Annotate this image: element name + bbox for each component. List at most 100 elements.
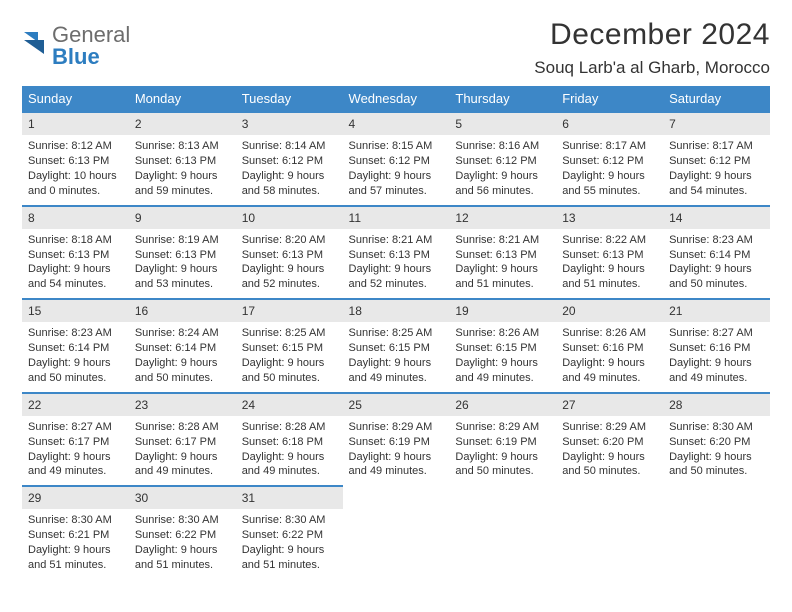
day-details: Sunrise: 8:21 AMSunset: 6:13 PMDaylight:… [449,229,556,298]
day-details: Sunrise: 8:23 AMSunset: 6:14 PMDaylight:… [663,229,770,298]
calendar-day-cell: 27Sunrise: 8:29 AMSunset: 6:20 PMDayligh… [556,392,663,486]
day-number: 24 [236,392,343,416]
calendar-day-cell: 3Sunrise: 8:14 AMSunset: 6:12 PMDaylight… [236,111,343,205]
day-details: Sunrise: 8:14 AMSunset: 6:12 PMDaylight:… [236,135,343,204]
sunset-text: Sunset: 6:13 PM [455,248,550,263]
sunset-text: Sunset: 6:14 PM [669,248,764,263]
brand-text-blue: Blue [52,44,100,69]
calendar-day-cell: 24Sunrise: 8:28 AMSunset: 6:18 PMDayligh… [236,392,343,486]
day-number: 14 [663,205,770,229]
calendar-day-cell: 16Sunrise: 8:24 AMSunset: 6:14 PMDayligh… [129,298,236,392]
daylight-text: Daylight: 9 hours and 59 minutes. [135,169,230,199]
calendar-day-cell: 1Sunrise: 8:12 AMSunset: 6:13 PMDaylight… [22,111,129,205]
day-header: Saturday [663,86,770,111]
daylight-text: Daylight: 9 hours and 51 minutes. [28,543,123,573]
logo-mark-icon [24,26,50,67]
sunset-text: Sunset: 6:13 PM [135,248,230,263]
day-number: 15 [22,298,129,322]
daylight-text: Daylight: 9 hours and 49 minutes. [242,450,337,480]
day-details: Sunrise: 8:20 AMSunset: 6:13 PMDaylight:… [236,229,343,298]
daylight-text: Daylight: 9 hours and 56 minutes. [455,169,550,199]
daylight-text: Daylight: 9 hours and 51 minutes. [455,262,550,292]
day-details: Sunrise: 8:30 AMSunset: 6:22 PMDaylight:… [129,509,236,578]
day-details: Sunrise: 8:17 AMSunset: 6:12 PMDaylight:… [556,135,663,204]
day-header: Sunday [22,86,129,111]
calendar-day-cell [343,485,450,579]
month-title: December 2024 [534,18,770,52]
day-header: Thursday [449,86,556,111]
sunrise-text: Sunrise: 8:26 AM [455,326,550,341]
sunset-text: Sunset: 6:14 PM [135,341,230,356]
day-details: Sunrise: 8:29 AMSunset: 6:19 PMDaylight:… [449,416,556,485]
day-header: Monday [129,86,236,111]
sunrise-text: Sunrise: 8:30 AM [669,420,764,435]
sunset-text: Sunset: 6:12 PM [669,154,764,169]
day-details: Sunrise: 8:15 AMSunset: 6:12 PMDaylight:… [343,135,450,204]
day-details: Sunrise: 8:13 AMSunset: 6:13 PMDaylight:… [129,135,236,204]
day-number: 8 [22,205,129,229]
day-details: Sunrise: 8:21 AMSunset: 6:13 PMDaylight:… [343,229,450,298]
day-details: Sunrise: 8:25 AMSunset: 6:15 PMDaylight:… [343,322,450,391]
sunset-text: Sunset: 6:20 PM [562,435,657,450]
day-details: Sunrise: 8:22 AMSunset: 6:13 PMDaylight:… [556,229,663,298]
day-details: Sunrise: 8:26 AMSunset: 6:15 PMDaylight:… [449,322,556,391]
sunrise-text: Sunrise: 8:26 AM [562,326,657,341]
day-details: Sunrise: 8:28 AMSunset: 6:17 PMDaylight:… [129,416,236,485]
sunrise-text: Sunrise: 8:21 AM [455,233,550,248]
day-number: 4 [343,111,450,135]
daylight-text: Daylight: 9 hours and 51 minutes. [562,262,657,292]
calendar-day-cell: 20Sunrise: 8:26 AMSunset: 6:16 PMDayligh… [556,298,663,392]
day-number: 28 [663,392,770,416]
sunrise-text: Sunrise: 8:29 AM [349,420,444,435]
calendar-day-cell: 5Sunrise: 8:16 AMSunset: 6:12 PMDaylight… [449,111,556,205]
day-header-row: Sunday Monday Tuesday Wednesday Thursday… [22,86,770,111]
daylight-text: Daylight: 9 hours and 50 minutes. [455,450,550,480]
daylight-text: Daylight: 9 hours and 57 minutes. [349,169,444,199]
sunset-text: Sunset: 6:19 PM [455,435,550,450]
calendar-day-cell: 25Sunrise: 8:29 AMSunset: 6:19 PMDayligh… [343,392,450,486]
daylight-text: Daylight: 9 hours and 49 minutes. [669,356,764,386]
day-number: 29 [22,485,129,509]
sunrise-text: Sunrise: 8:30 AM [28,513,123,528]
sunset-text: Sunset: 6:13 PM [349,248,444,263]
sunrise-text: Sunrise: 8:25 AM [242,326,337,341]
daylight-text: Daylight: 9 hours and 49 minutes. [28,450,123,480]
day-details: Sunrise: 8:23 AMSunset: 6:14 PMDaylight:… [22,322,129,391]
calendar-day-cell: 6Sunrise: 8:17 AMSunset: 6:12 PMDaylight… [556,111,663,205]
sunset-text: Sunset: 6:17 PM [135,435,230,450]
sunrise-text: Sunrise: 8:24 AM [135,326,230,341]
sunrise-text: Sunrise: 8:27 AM [669,326,764,341]
daylight-text: Daylight: 9 hours and 58 minutes. [242,169,337,199]
sunrise-text: Sunrise: 8:29 AM [455,420,550,435]
daylight-text: Daylight: 9 hours and 49 minutes. [562,356,657,386]
calendar-week-row: 8Sunrise: 8:18 AMSunset: 6:13 PMDaylight… [22,205,770,299]
calendar-table: Sunday Monday Tuesday Wednesday Thursday… [22,86,770,579]
daylight-text: Daylight: 9 hours and 50 minutes. [669,450,764,480]
brand-logo: General Blue [22,18,130,68]
calendar-day-cell: 17Sunrise: 8:25 AMSunset: 6:15 PMDayligh… [236,298,343,392]
daylight-text: Daylight: 9 hours and 55 minutes. [562,169,657,199]
day-details: Sunrise: 8:19 AMSunset: 6:13 PMDaylight:… [129,229,236,298]
sunrise-text: Sunrise: 8:20 AM [242,233,337,248]
calendar-day-cell [556,485,663,579]
sunset-text: Sunset: 6:14 PM [28,341,123,356]
day-number: 17 [236,298,343,322]
day-number: 31 [236,485,343,509]
day-number: 9 [129,205,236,229]
day-details: Sunrise: 8:30 AMSunset: 6:20 PMDaylight:… [663,416,770,485]
calendar-day-cell: 26Sunrise: 8:29 AMSunset: 6:19 PMDayligh… [449,392,556,486]
calendar-day-cell: 23Sunrise: 8:28 AMSunset: 6:17 PMDayligh… [129,392,236,486]
day-number: 22 [22,392,129,416]
calendar-day-cell: 29Sunrise: 8:30 AMSunset: 6:21 PMDayligh… [22,485,129,579]
day-details: Sunrise: 8:25 AMSunset: 6:15 PMDaylight:… [236,322,343,391]
calendar-day-cell: 11Sunrise: 8:21 AMSunset: 6:13 PMDayligh… [343,205,450,299]
sunset-text: Sunset: 6:17 PM [28,435,123,450]
day-number: 10 [236,205,343,229]
sunset-text: Sunset: 6:16 PM [669,341,764,356]
day-header: Friday [556,86,663,111]
calendar-day-cell: 22Sunrise: 8:27 AMSunset: 6:17 PMDayligh… [22,392,129,486]
calendar-day-cell: 31Sunrise: 8:30 AMSunset: 6:22 PMDayligh… [236,485,343,579]
daylight-text: Daylight: 9 hours and 54 minutes. [28,262,123,292]
sunrise-text: Sunrise: 8:28 AM [135,420,230,435]
sunrise-text: Sunrise: 8:29 AM [562,420,657,435]
